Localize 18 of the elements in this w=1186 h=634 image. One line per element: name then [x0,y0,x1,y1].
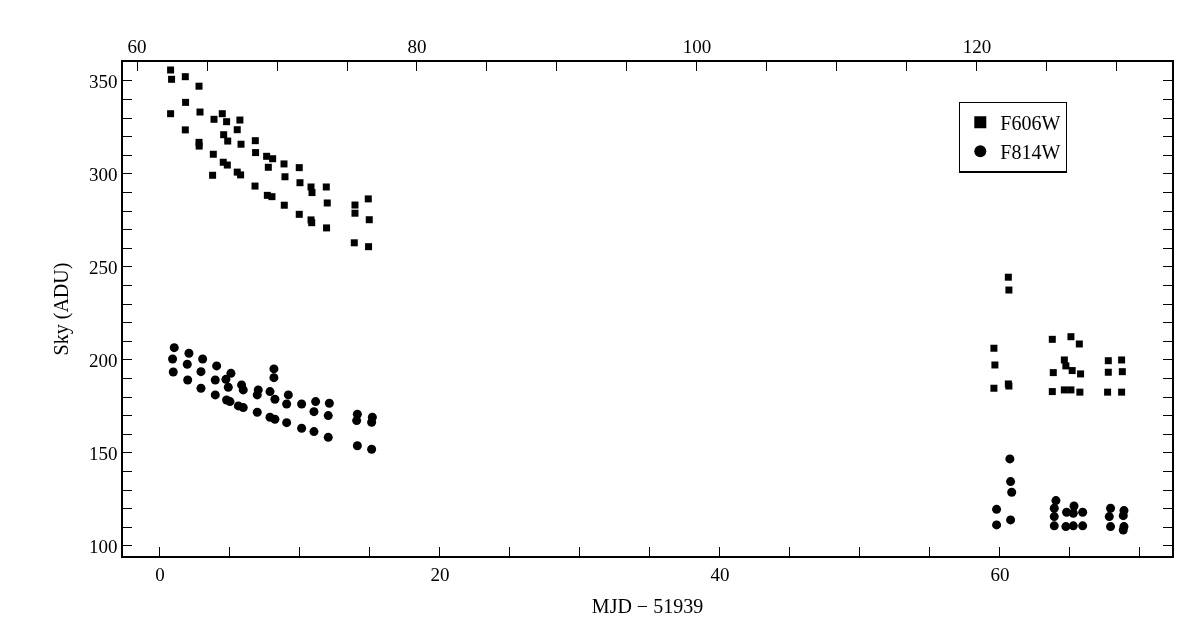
legend-label: F606W [1000,112,1061,135]
y-tick-label: 250 [88,256,118,278]
y-tick-label: 100 [88,535,118,557]
y-tick-label: 350 [88,70,118,92]
x2-tick-label: 100 [682,35,712,57]
x-tick-label: 40 [710,563,730,585]
x-tick-label: 0 [155,563,165,585]
x2-tick-label: 60 [127,35,147,57]
y-tick-label: 300 [88,163,118,185]
x2-tick-label: 80 [407,35,427,57]
y-tick-label: 150 [88,442,118,464]
y-axis-title: Sky (ADU) [49,262,73,356]
x-axis-title: MJD − 51939 [591,594,704,617]
legend-label: F814W [1000,141,1061,164]
x2-tick-label: 120 [962,35,992,57]
y-tick-label: 200 [88,349,118,371]
x-tick-label: 60 [990,563,1010,585]
x-tick-label: 20 [430,563,450,585]
